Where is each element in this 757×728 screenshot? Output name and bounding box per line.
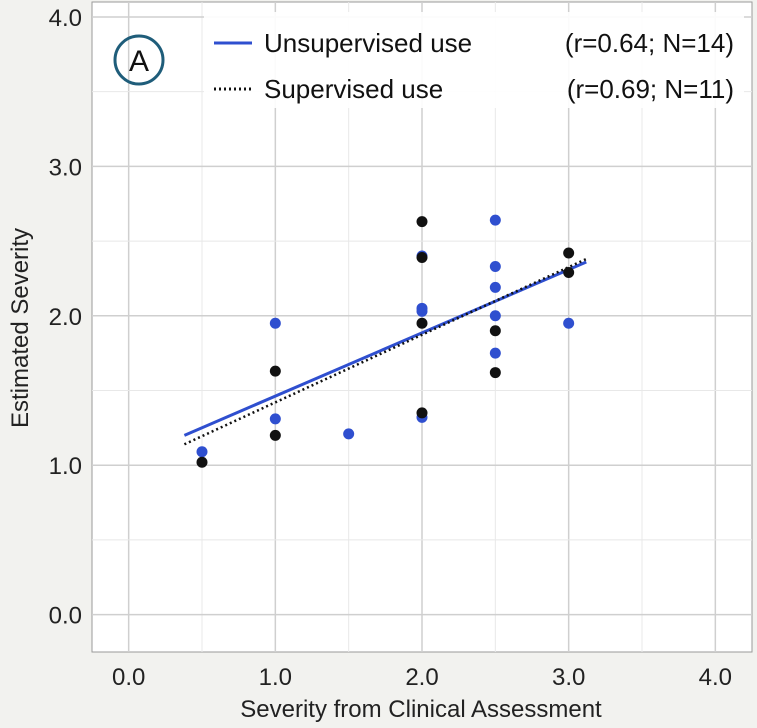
x-axis-title: Severity from Clinical Assessment (240, 696, 602, 723)
data-point (416, 252, 428, 264)
legend-label-unsupervised: Unsupervised use (264, 28, 472, 58)
data-point (416, 317, 428, 329)
legend-stats-unsupervised: (r=0.64; N=14) (565, 28, 734, 58)
data-point (489, 310, 501, 322)
fit-line (183, 260, 587, 437)
data-point (343, 428, 355, 440)
x-tick-label: 3.0 (552, 664, 585, 691)
legend-background (204, 12, 744, 108)
fit-lines (183, 257, 587, 446)
legend-label-supervised: Supervised use (264, 74, 443, 104)
data-point (489, 281, 501, 293)
data-point (269, 429, 281, 441)
data-point (416, 305, 428, 317)
y-tick-labels: 0.0 1.0 2.0 3.0 4.0 (49, 5, 82, 630)
x-tick-label: 0.0 (112, 664, 145, 691)
fit-line (183, 257, 587, 446)
x-tick-label: 1.0 (259, 664, 292, 691)
data-point (196, 446, 208, 458)
data-point (489, 367, 501, 379)
data-point (489, 214, 501, 226)
data-point (563, 266, 575, 278)
x-tick-label: 2.0 (405, 664, 438, 691)
data-point (489, 347, 501, 359)
y-tick-label: 0.0 (49, 603, 82, 630)
data-point (196, 456, 208, 468)
legend-stats-supervised: (r=0.69; N=11) (567, 74, 734, 104)
data-point (416, 407, 428, 419)
legend: Unsupervised use (r=0.64; N=14) Supervis… (204, 12, 744, 108)
x-tick-labels: 0.0 1.0 2.0 3.0 4.0 (112, 664, 732, 691)
y-tick-label: 2.0 (49, 304, 82, 331)
data-point (489, 260, 501, 272)
y-tick-label: 4.0 (49, 5, 82, 32)
data-point (489, 325, 501, 337)
y-tick-label: 1.0 (49, 453, 82, 480)
panel-label-letter: A (129, 45, 149, 78)
data-point (269, 317, 281, 329)
data-point (563, 247, 575, 259)
panel-label-circle (113, 34, 165, 86)
data-point (416, 216, 428, 228)
data-point (269, 365, 281, 377)
data-point (563, 317, 575, 329)
data-point (269, 413, 281, 425)
x-tick-label: 4.0 (699, 664, 732, 691)
y-axis-title: Estimated Severity (7, 228, 34, 428)
panel-label: A (113, 34, 165, 86)
data-points (196, 214, 575, 468)
y-tick-label: 3.0 (49, 154, 82, 181)
